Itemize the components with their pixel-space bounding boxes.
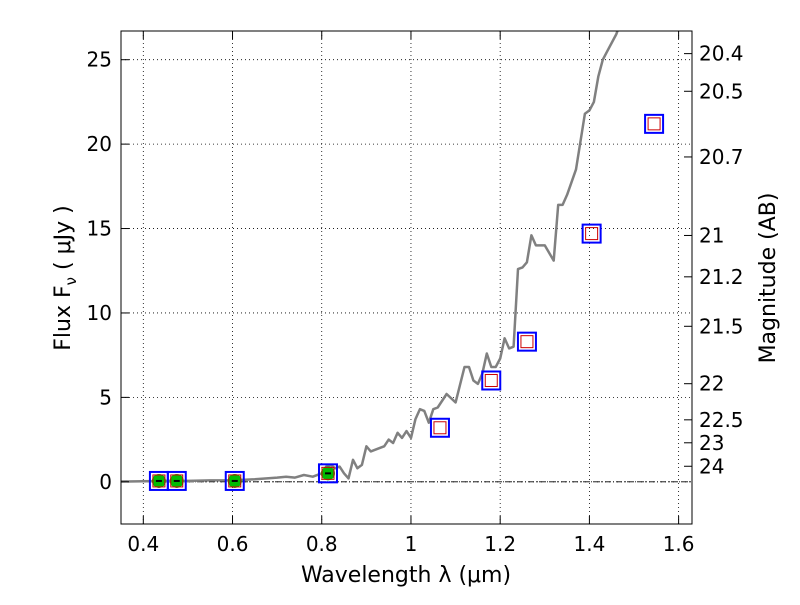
y-tick-label: 10 (87, 301, 112, 325)
magnitude-tick-label: 20.5 (699, 79, 744, 103)
magnitude-tick-label: 20.7 (699, 145, 744, 169)
photometry-square (429, 417, 450, 438)
magnitude-tick-label: 23 (699, 431, 724, 455)
photometry-square-inner (321, 466, 335, 480)
magnitude-tick-label: 21.5 (699, 314, 744, 338)
x-tick-label: 1.2 (484, 532, 516, 556)
photometry-square-inner (433, 421, 447, 435)
photometry-square (224, 470, 245, 491)
magnitude-tick-label: 21 (699, 223, 724, 247)
x-tick-label: 1.6 (663, 532, 695, 556)
photometry-square (317, 463, 338, 484)
photometry-square (481, 370, 502, 391)
magnitude-tick-label: 21.2 (699, 265, 744, 289)
photometry-square-inner (585, 227, 599, 241)
grid-lines (121, 31, 692, 524)
x-axis-ticks: 0.4 0.6 0.8 1 1.2 1.4 1.6 (127, 31, 695, 556)
photometry-square (581, 223, 602, 244)
photometry-square-inner (520, 335, 534, 349)
photometry-square-inner (152, 474, 166, 488)
y-tick-label: 15 (87, 217, 112, 241)
photometry-square (516, 331, 537, 352)
photometry-square-inner (484, 373, 498, 387)
x-tick-label: 1 (405, 532, 418, 556)
x-tick-label: 0.8 (306, 532, 338, 556)
x-tick-label: 0.6 (217, 532, 249, 556)
magnitude-tick-label: 24 (699, 454, 724, 478)
photometry-square-inner (647, 117, 661, 131)
y-tick-label: 5 (99, 385, 112, 409)
observed-points (151, 466, 335, 488)
y-axis-ticks: 0 5 10 15 20 25 (87, 48, 129, 494)
x-tick-label: 0.4 (127, 532, 159, 556)
spectrum-line (121, 31, 619, 483)
magnitude-tick-label: 22 (699, 372, 724, 396)
photometry-squares (148, 113, 665, 491)
photometry-square (166, 470, 187, 491)
right-axis-label: Magnitude (AB) (756, 193, 781, 364)
magnitude-tick-label: 20.4 (699, 42, 744, 66)
photometry-square-inner (228, 474, 242, 488)
magnitude-tick-label: 22.5 (699, 408, 744, 432)
plot-frame (120, 30, 693, 525)
y-tick-label: 20 (87, 132, 112, 156)
photometry-square-inner (170, 474, 184, 488)
y-axis-label: Flux Fν ( μJy ) (51, 205, 80, 350)
y-tick-label: 0 (99, 470, 112, 494)
y-tick-label: 25 (87, 48, 112, 72)
x-tick-label: 1.4 (573, 532, 605, 556)
photometry-square (644, 113, 665, 134)
x-axis-label: Wavelength λ (μm) (301, 563, 511, 588)
